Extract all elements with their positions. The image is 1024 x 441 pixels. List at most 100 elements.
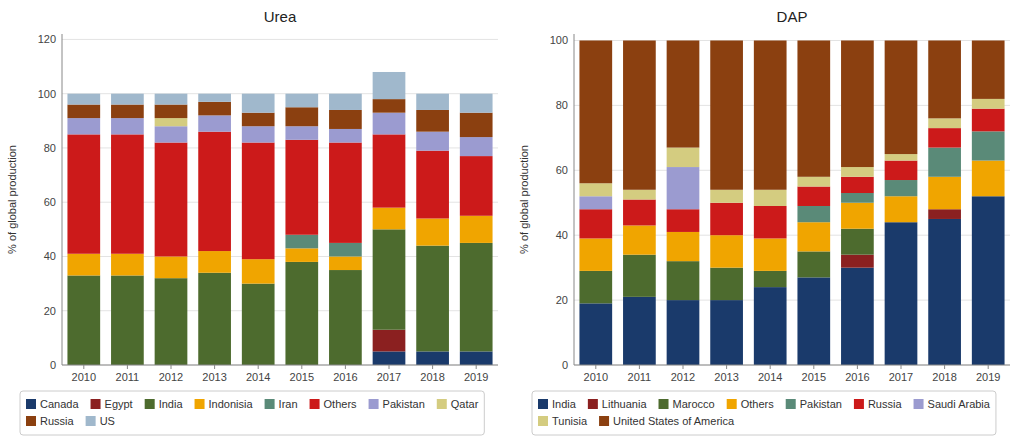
x-tick-label: 2016 (333, 371, 357, 383)
legend-label: Lithuania (602, 398, 648, 410)
bar-segment: India 2018: 45 (928, 219, 961, 365)
y-tick-label: 120 (38, 33, 56, 45)
chart-root: Urea% of global production02040608010012… (0, 0, 1024, 441)
x-tick (258, 365, 259, 369)
bar-segment: Egypt 2017: 8 (373, 330, 406, 352)
bar-segment: Russia 2016: 7 (329, 110, 362, 129)
bar-segment: Russia 2016: 5 (841, 177, 874, 193)
bar-segment: US 2015: 5 (285, 94, 318, 108)
bars: Canada 2010: 0Canada 2011: 0Canada 2012:… (67, 72, 492, 365)
bar-segment: India 2016: 35 (329, 270, 362, 365)
x-tick-label: 2019 (976, 371, 1000, 383)
bar-segment: Pakistan 2012: 6 (155, 126, 188, 142)
legend-label: Pakistan (383, 398, 425, 410)
bar-segment: Indonisia 2019: 10 (460, 216, 493, 243)
bar-segment: Pakistan 2011: 6 (111, 118, 144, 134)
legend-swatch (727, 399, 737, 409)
bar-segment: Tunisia 2018: 3 (928, 118, 961, 128)
legend-swatch (914, 399, 924, 409)
panel: DAP% of global production020406080100Ind… (518, 8, 1010, 435)
grid-line (62, 39, 498, 40)
bar-segment: Russia 2010: 9 (579, 209, 612, 238)
bar-segment: United States of America 2015: 42 (797, 40, 830, 176)
bar-segment: India 2019: 52 (972, 196, 1005, 365)
bar-segment: Russia 2018: 8 (416, 110, 449, 132)
legend-swatch (310, 399, 320, 409)
legend-label: Russia (40, 415, 75, 427)
bar-segment: Tunisia 2017: 2 (885, 154, 918, 160)
y-tick-label: 60 (44, 196, 56, 208)
bar-segment: United States of America 2016: 39 (841, 40, 874, 167)
bar-segment: US 2016: 6 (329, 94, 362, 110)
legend-item: Saudi Arabia (914, 398, 991, 410)
x-tick-label: 2013 (714, 371, 738, 383)
y-axis-line (574, 34, 575, 365)
bar-segment: India 2012: 32 (155, 278, 188, 365)
bar-segment: India 2019: 40 (460, 243, 493, 352)
panel: Urea% of global production02040608010012… (6, 8, 498, 435)
legend-item: United States of America (599, 415, 735, 427)
bar-segment: Russia 2011: 5 (111, 105, 144, 119)
bar-segment: Others 2012: 42 (155, 143, 188, 257)
bar-segment: India 2016: 30 (841, 268, 874, 365)
legend-item: Russia (854, 398, 903, 410)
bar-segment: India 2015: 38 (285, 262, 318, 365)
x-tick (171, 365, 172, 369)
legend-item: India (538, 398, 577, 410)
bar-segment: Pakistan 2010: 6 (67, 118, 100, 134)
x-tick (683, 365, 684, 369)
bar-segment: Others 2017: 8 (885, 196, 918, 222)
bar-segment: Russia 2018: 6 (928, 128, 961, 147)
bar-segment: Others 2018: 10 (928, 177, 961, 209)
legend-item: Tunisia (538, 415, 588, 427)
bar-segment: Canada 2018: 5 (416, 351, 449, 365)
bar-segment: Others 2010: 10 (579, 238, 612, 270)
bar-segment: Indonisia 2017: 8 (373, 208, 406, 230)
bar-segment: Saudi Arabia 2010: 4 (579, 196, 612, 209)
bar-segment: Others 2012: 9 (667, 232, 700, 261)
legend-label: US (100, 415, 115, 427)
bar-segment: Pakistan 2015: 5 (797, 206, 830, 222)
bar-segment: Russia 2013: 5 (198, 102, 231, 116)
legend-swatch (369, 399, 379, 409)
bars: India 2010: 19India 2011: 21India 2012: … (579, 40, 1004, 365)
x-tick (726, 365, 727, 369)
x-tick-label: 2011 (628, 371, 652, 383)
x-tick (214, 365, 215, 369)
legend-label: Indonisia (209, 398, 254, 410)
y-tick-label: 60 (556, 164, 568, 176)
bar-segment: Others 2011: 9 (623, 225, 656, 254)
legend-swatch (599, 416, 609, 426)
bar-segment: India 2011: 33 (111, 275, 144, 365)
x-tick (639, 365, 640, 369)
bar-segment: India 2013: 20 (710, 300, 743, 365)
legend-label: India (159, 398, 184, 410)
bar-segment: India 2010: 19 (579, 303, 612, 365)
bar-segment: US 2019: 7 (460, 94, 493, 113)
x-tick (813, 365, 814, 369)
legend-item: Others (310, 398, 358, 410)
bar-segment: Lithuania 2018: 3 (928, 209, 961, 219)
legend-frame (532, 391, 996, 435)
legend-item: Lithuania (588, 398, 648, 410)
bar-segment: Indonisia 2016: 5 (329, 256, 362, 270)
bar-segment: Marocco 2013: 10 (710, 268, 743, 300)
x-tick (432, 365, 433, 369)
bar-segment: Russia 2014: 10 (754, 206, 787, 238)
legend-item: Pakistan (786, 398, 842, 410)
bar-segment: Qatar 2012: 3 (155, 118, 188, 126)
y-tick-label: 0 (50, 359, 56, 371)
x-tick-label: 2010 (584, 371, 608, 383)
legend-label: Marocco (673, 398, 715, 410)
legend-item: Egypt (91, 398, 133, 410)
legend-item: Pakistan (369, 398, 425, 410)
bar-segment: Indonisia 2014: 9 (242, 259, 275, 283)
bar-segment: India 2014: 24 (754, 287, 787, 365)
x-tick-label: 2014 (758, 371, 782, 383)
bar-segment: Others 2018: 25 (416, 151, 449, 219)
legend-label: Tunisia (552, 415, 588, 427)
bar-segment: Pakistan 2019: 9 (972, 131, 1005, 160)
legend-item: Indonisia (195, 398, 254, 410)
bar-segment: United States of America 2013: 46 (710, 40, 743, 189)
x-tick (901, 365, 902, 369)
